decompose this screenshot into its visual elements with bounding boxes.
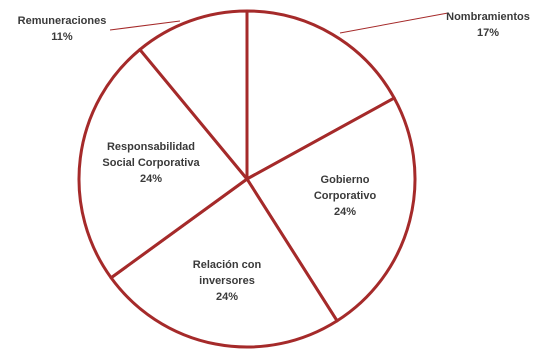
leader-line [339, 12, 449, 34]
slice-label-line: Remuneraciones [18, 15, 107, 27]
pie-slice [138, 9, 249, 181]
slice-label: Remuneraciones 11% [18, 15, 107, 43]
pie-slices [77, 9, 417, 349]
slice-label-line: Corporativo [314, 190, 377, 202]
slice-percent: 24% [140, 173, 162, 185]
slice-label-line: Responsabilidad [107, 141, 195, 153]
slice-label: Nombramientos 17% [446, 11, 530, 39]
pie-slice [245, 96, 417, 323]
pie-slice [77, 48, 249, 280]
leader-line [109, 20, 181, 31]
pie-labels: Nombramientos 17%Gobierno Corporativo 24%Re… [18, 11, 530, 303]
slice-label: Relación con inversores 24% [193, 259, 262, 303]
slice-label-line: Gobierno [321, 174, 370, 186]
pie-slice [109, 177, 339, 349]
slice-label-line: Social Corporativa [102, 157, 200, 169]
slice-percent: 24% [334, 206, 356, 218]
slice-label-line: Nombramientos [446, 11, 530, 23]
pie-slice [245, 9, 396, 181]
slice-percent: 17% [477, 27, 499, 39]
slice-label-line: inversores [199, 275, 255, 287]
slice-label: Responsabilidad Social Corporativa 24% [102, 141, 200, 185]
slice-percent: 24% [216, 291, 238, 303]
slice-label-line: Relación con [193, 259, 262, 271]
slice-label: Gobierno Corporativo 24% [314, 174, 377, 218]
slice-percent: 11% [51, 31, 73, 43]
